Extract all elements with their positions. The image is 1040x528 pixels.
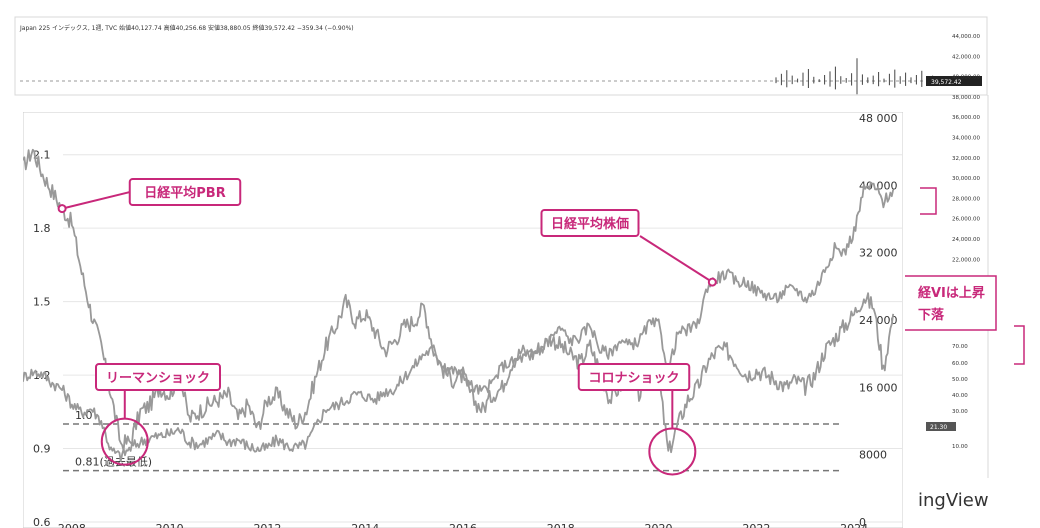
left-tick-label: 0.6	[33, 516, 51, 528]
x-tick-label: 2016	[449, 522, 477, 528]
right-tick-label: 0	[859, 516, 866, 528]
right-tick-label: 8000	[859, 449, 887, 462]
corona-annotation-label: コロナショック	[588, 371, 679, 386]
bg-scale-label: 30,000.00	[952, 176, 980, 182]
chart-frame	[23, 112, 903, 528]
x-tick-label: 2022	[742, 522, 770, 528]
bg-fragment-2: 下落	[918, 307, 945, 323]
bg-callout-2	[905, 275, 997, 331]
bg-lower-price-label: 21.30	[930, 424, 947, 431]
x-tick-label: 2024	[840, 522, 868, 528]
bg-header: Japan 225 インデックス, 1週, TVC 始値40,127.74 高値…	[19, 24, 354, 32]
x-tick-label: 2020	[645, 522, 673, 528]
left-tick-label: 1.8	[33, 222, 51, 235]
bg-bars	[775, 58, 934, 95]
x-tick-label: 2008	[58, 522, 86, 528]
bg-lower-scale-label: 10.00	[952, 444, 968, 450]
series-lines	[23, 148, 895, 462]
corona-annotation-box	[577, 363, 691, 391]
bg-scale-label: 36,000.00	[952, 115, 980, 121]
pbr-annotation-label: 日経平均PBR	[144, 185, 225, 201]
bg-scale-label: 22,000.00	[952, 257, 980, 263]
pbr-annotation-box	[128, 178, 242, 206]
bg-lower-scale-label: 60.00	[952, 361, 968, 367]
left-tick-label: 1.5	[33, 296, 51, 309]
lehman-annotation-box	[95, 363, 221, 391]
nikkei-annotation-label: 日経平均株価	[551, 216, 629, 232]
nikkei-point	[707, 277, 717, 287]
nikkei-leader	[639, 235, 713, 283]
bg-scale: 44,000.00 42,000.00 40,000.00 38,000.00 36,0…	[952, 34, 980, 263]
x-axis: 2008 2010 2012 2014 2016 2018 2020 2022 2024	[58, 522, 868, 528]
bg-callout-1	[920, 187, 937, 215]
left-tick-label: 0.9	[33, 443, 51, 456]
bg-price-label: 39,572.42	[931, 79, 962, 86]
bg-lower-scale: 70.00 60.00 50.00 40.00 30.00 10.00	[952, 344, 968, 450]
nikkei-annotation-box	[540, 209, 640, 237]
lehman-annotation-label: リーマンショック	[106, 371, 210, 386]
x-tick-label: 2012	[253, 522, 281, 528]
x-tick-label: 2018	[547, 522, 575, 528]
series-line-pbr	[23, 148, 895, 454]
x-tick-label: 2010	[156, 522, 184, 528]
pbr-leader	[61, 191, 131, 210]
bg-lower-scale-label: 50.00	[952, 377, 968, 383]
bg-scale-label: 42,000.00	[952, 54, 980, 60]
bg-watermark: ingView	[918, 490, 989, 511]
bg-lower-scale-label: 30.00	[952, 409, 968, 415]
bg-scale-label: 32,000.00	[952, 156, 980, 162]
bg-scale-label: 44,000.00	[952, 34, 980, 40]
right-tick-label: 24 000	[859, 314, 898, 327]
series-line-nikkei	[23, 181, 895, 462]
right-tick-label: 48 000	[859, 112, 898, 125]
bg-lower-scale-label: 70.00	[952, 344, 968, 350]
bg-scale-label: 38,000.00	[952, 95, 980, 101]
bg-scale-label: 28,000.00	[952, 196, 980, 202]
bg-callout-3	[1014, 325, 1025, 365]
pbr-point	[57, 204, 67, 214]
bg-fragment-1: 経VIは上昇	[918, 285, 985, 301]
bg-lower-price-tag	[926, 422, 956, 431]
bg-scale-label: 26,000.00	[952, 217, 980, 223]
x-tick-label: 2014	[351, 522, 379, 528]
bg-lower-scale-label: 40.00	[952, 393, 968, 399]
bg-price-tag	[926, 76, 982, 86]
right-tick-label: 16 000	[859, 381, 898, 394]
bg-scale-label: 24,000.00	[952, 237, 980, 243]
bg-scale-label: 40,000.00	[952, 75, 980, 81]
right-tick-label: 32 000	[859, 247, 898, 260]
bg-scale-label: 34,000.00	[952, 136, 980, 142]
